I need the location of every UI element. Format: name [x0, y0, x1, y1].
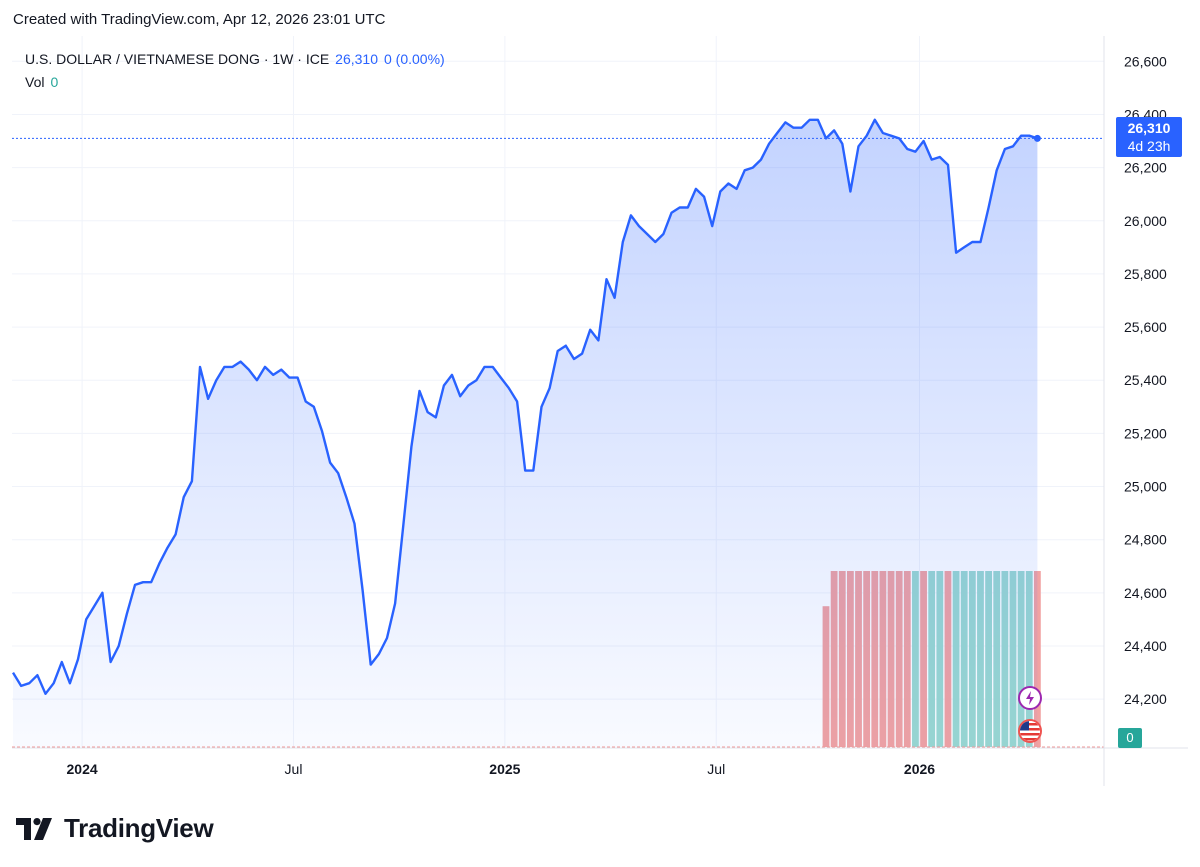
price-line [12, 118, 1038, 695]
price-tag-value: 26,310 [1127, 120, 1171, 136]
price-tick-label: 26,000 [1124, 213, 1167, 229]
price-chart[interactable]: 24,200 24,400 24,600 24,800 25,000 25,200 25,4… [12, 36, 1188, 786]
tradingview-logo-icon [16, 817, 52, 840]
time-tick-label: 2026 [904, 761, 935, 777]
time-tick-label: 2024 [67, 761, 98, 777]
us-flag-event-icon[interactable] [1018, 719, 1042, 743]
price-change: 0 (0.00%) [384, 50, 445, 67]
price-tick-label: 25,600 [1124, 319, 1167, 335]
chart-legend: U.S. DOLLAR / VIETNAMESE DONG · 1W · ICE… [25, 47, 445, 93]
price-tick-label: 26,600 [1124, 53, 1167, 69]
price-tick-label: 24,200 [1124, 691, 1167, 707]
symbol-title[interactable]: U.S. DOLLAR / VIETNAMESE DONG · 1W · ICE [25, 50, 330, 67]
last-price-dot [1033, 134, 1041, 142]
bar-countdown: 4d 23h [1127, 138, 1171, 154]
price-tick-label: 25,400 [1124, 372, 1167, 388]
brand-name: TradingView [64, 813, 214, 843]
volume-label: Vol [25, 73, 45, 90]
price-tick-label: 25,000 [1124, 479, 1167, 495]
time-tick-label: 2025 [489, 761, 520, 777]
last-price-tag: 26,310 4d 23h [1116, 117, 1182, 157]
last-price: 26,310 [335, 50, 378, 67]
chart-credit: Created with TradingView.com, Apr 12, 20… [13, 11, 386, 28]
us-flag-icon [1020, 721, 1040, 741]
earnings-event-icon[interactable] [1018, 686, 1042, 710]
volume-tag: 0 [1118, 728, 1142, 748]
price-tick-label: 25,200 [1124, 425, 1167, 441]
price-area [13, 119, 1038, 748]
price-tick-label: 25,800 [1124, 266, 1167, 282]
time-tick-label: Jul [707, 761, 725, 777]
price-tick-label: 24,400 [1124, 638, 1167, 654]
price-tick-label: 24,600 [1124, 585, 1167, 601]
brand-footer[interactable]: TradingView [16, 813, 214, 844]
volume-value: 0 [50, 73, 59, 90]
price-tick-label: 26,200 [1124, 160, 1167, 176]
price-axis[interactable]: 24,200 24,400 24,600 24,800 25,000 25,200 25,4… [1124, 53, 1167, 707]
price-tick-label: 24,800 [1124, 532, 1167, 548]
time-tick-label: Jul [285, 761, 303, 777]
lightning-icon [1026, 691, 1034, 705]
time-axis[interactable]: 2024 Jul 2025 Jul 2026 [67, 761, 936, 777]
